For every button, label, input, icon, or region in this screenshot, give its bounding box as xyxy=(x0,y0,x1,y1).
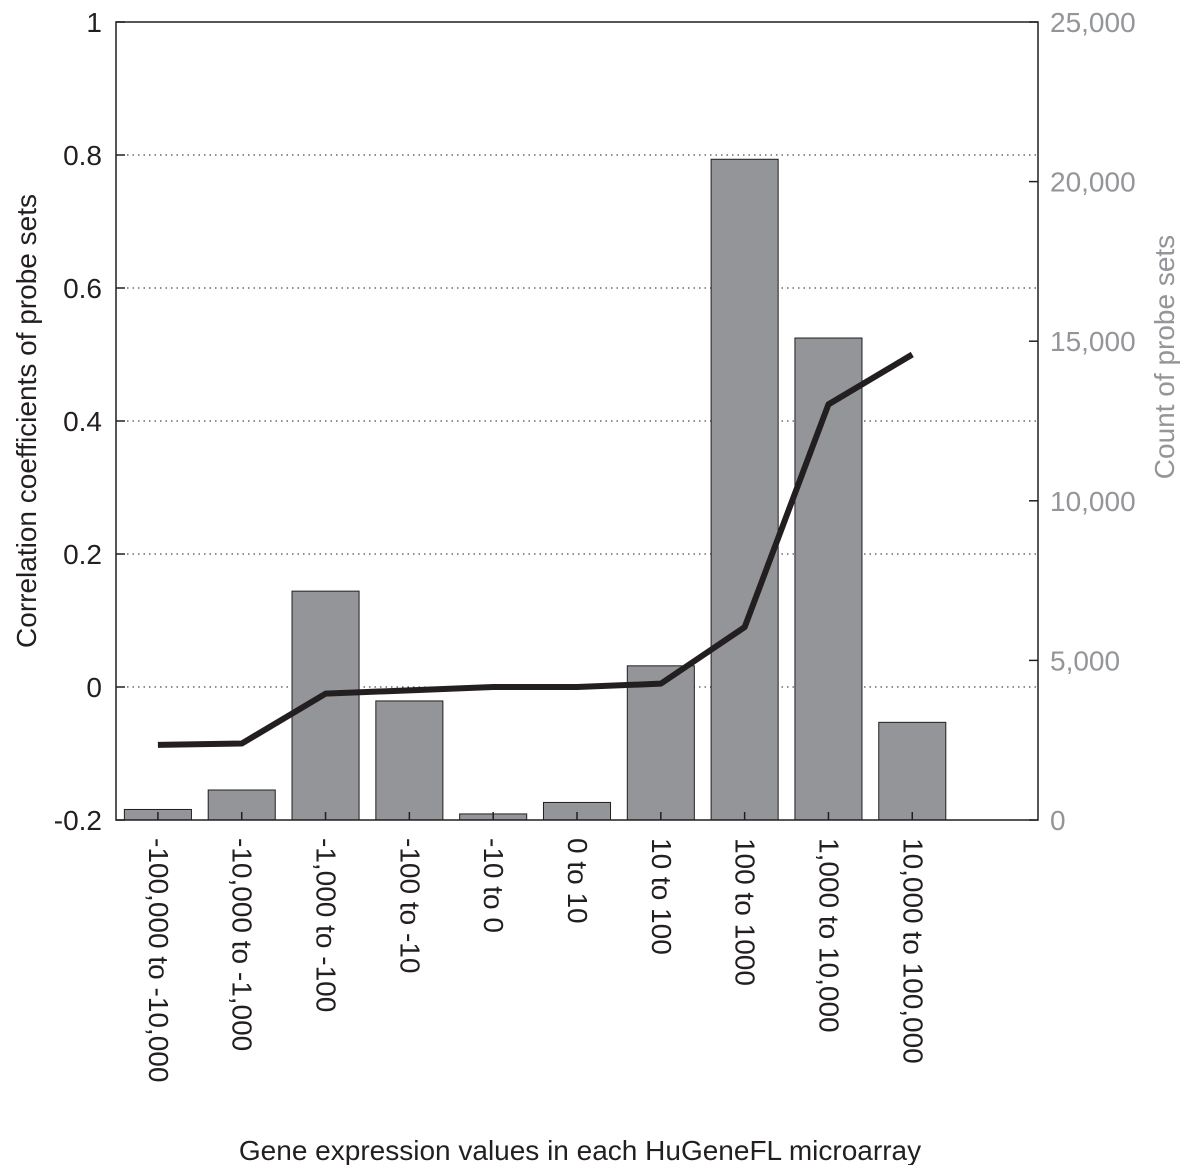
right-y-axis: 0 5,000 10,000 15,000 20,000 25,000 xyxy=(1029,7,1136,836)
left-tick-label: 0.8 xyxy=(63,140,102,171)
x-tick-label: 10,000 to 100,000 xyxy=(897,838,928,1064)
y-axis-label-left: Correlation coefficients of probe sets xyxy=(11,194,42,648)
bar xyxy=(878,721,947,821)
bar xyxy=(207,789,276,821)
bar xyxy=(626,665,695,821)
gridlines xyxy=(116,154,1038,688)
x-axis: -100,000 to -10,000 -10,000 to -1,000 -1,0… xyxy=(143,812,928,1082)
bar-series xyxy=(123,158,947,821)
x-tick-label: -10,000 to -1,000 xyxy=(227,838,258,1051)
x-tick-label: -1,000 to -100 xyxy=(311,838,342,1012)
right-tick-label: 25,000 xyxy=(1050,7,1136,38)
x-tick-label: 0 to 10 xyxy=(562,838,593,924)
x-tick-label: -100 to -10 xyxy=(394,838,425,973)
left-tick-label: 0.2 xyxy=(63,539,102,570)
bar xyxy=(375,700,444,821)
left-tick-label: 0 xyxy=(86,672,102,703)
y-axis-label-right: Count of probe sets xyxy=(1149,235,1180,479)
right-tick-label: 5,000 xyxy=(1050,645,1120,676)
bar xyxy=(710,158,779,821)
right-tick-label: 15,000 xyxy=(1050,326,1136,357)
line-series xyxy=(157,351,914,748)
right-tick-label: 20,000 xyxy=(1050,167,1136,198)
x-tick-label: 10 to 100 xyxy=(646,838,677,955)
left-tick-label: 0.4 xyxy=(63,406,102,437)
series-line xyxy=(157,351,914,748)
x-tick-label: -100,000 to -10,000 xyxy=(143,838,174,1082)
x-tick-label: 1,000 to 10,000 xyxy=(813,838,844,1033)
x-axis-label: Gene expression values in each HuGeneFL … xyxy=(239,1135,921,1165)
left-tick-label: 1 xyxy=(86,7,102,38)
x-tick-label: 100 to 1000 xyxy=(730,838,761,986)
left-tick-label: -0.2 xyxy=(54,805,102,836)
bar xyxy=(794,337,863,821)
x-tick-label: -10 to 0 xyxy=(478,838,509,933)
right-tick-label: 10,000 xyxy=(1050,486,1136,517)
right-tick-label: 0 xyxy=(1050,805,1066,836)
left-tick-label: 0.6 xyxy=(63,273,102,304)
left-y-axis: -0.2 0 0.2 0.4 0.6 0.8 1 xyxy=(54,7,125,836)
